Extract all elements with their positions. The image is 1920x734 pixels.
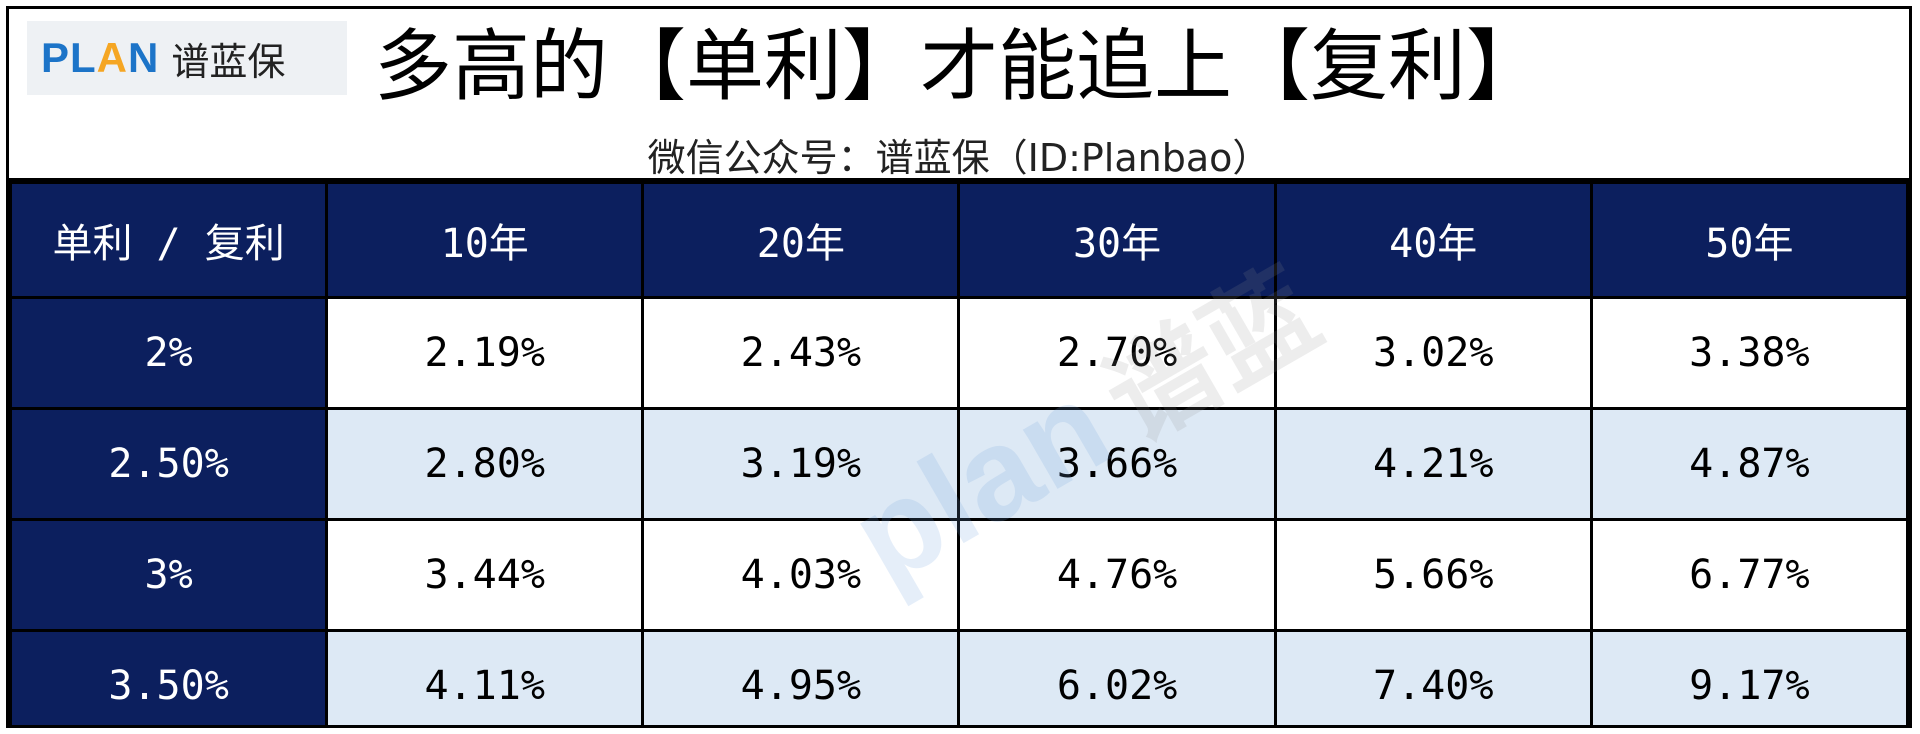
- page-subtitle: 微信公众号：谱蓝保（ID:Planbao）: [647, 136, 1271, 180]
- table-row: 2% 2.19% 2.43% 2.70% 3.02% 3.38%: [9, 296, 1909, 410]
- logo-wordmark: PLAN: [41, 34, 160, 81]
- table-cell: 2.80%: [325, 407, 645, 521]
- header: PLAN 谱蓝保 多高的【单利】才能追上【复利】 微信公众号：谱蓝保（ID:Pl…: [9, 9, 1909, 181]
- table-cell: 7.40%: [1273, 629, 1593, 725]
- table-cell: 2.19%: [325, 296, 645, 410]
- column-header: 20年: [641, 181, 961, 299]
- column-header: 30年: [957, 181, 1277, 299]
- table-cell: 4.21%: [1273, 407, 1593, 521]
- table-cell: 6.77%: [1589, 518, 1909, 632]
- table-header-row: 单利 / 复利 10年 20年 30年 40年 50年: [9, 181, 1909, 299]
- table-cell: 4.95%: [641, 629, 961, 725]
- logo-chinese-name: 谱蓝保: [171, 39, 286, 84]
- row-header: 3%: [9, 518, 329, 632]
- table-cell: 4.03%: [641, 518, 961, 632]
- table-cell: 4.11%: [325, 629, 645, 725]
- table-cell: 2.70%: [957, 296, 1277, 410]
- page-title: 多高的【单利】才能追上【复利】: [373, 22, 1544, 112]
- table-row: 2.50% 2.80% 3.19% 3.66% 4.21% 4.87%: [9, 407, 1909, 521]
- row-header: 2.50%: [9, 407, 329, 521]
- table-cell: 3.44%: [325, 518, 645, 632]
- infographic-frame: PLAN 谱蓝保 多高的【单利】才能追上【复利】 微信公众号：谱蓝保（ID:Pl…: [6, 6, 1912, 728]
- table-cell: 3.02%: [1273, 296, 1593, 410]
- table-cell: 3.38%: [1589, 296, 1909, 410]
- table-cell: 4.87%: [1589, 407, 1909, 521]
- table-cell: 6.02%: [957, 629, 1277, 725]
- column-header: 10年: [325, 181, 645, 299]
- table-cell: 3.66%: [957, 407, 1277, 521]
- table-cell: 2.43%: [641, 296, 961, 410]
- table-cell: 3.19%: [641, 407, 961, 521]
- corner-header: 单利 / 复利: [9, 181, 329, 299]
- row-header: 3.50%: [9, 629, 329, 725]
- table-row: 3.50% 4.11% 4.95% 6.02% 7.40% 9.17%: [9, 629, 1909, 725]
- row-header: 2%: [9, 296, 329, 410]
- interest-comparison-table: 单利 / 复利 10年 20年 30年 40年 50年 2% 2.19% 2.43% 2.70…: [9, 181, 1909, 725]
- table-cell: 5.66%: [1273, 518, 1593, 632]
- table-body: 2% 2.19% 2.43% 2.70% 3.02% 3.38% 2.50% 2.80% 3.1…: [9, 296, 1909, 725]
- table-row: 3% 3.44% 4.03% 4.76% 5.66% 6.77%: [9, 518, 1909, 632]
- column-header: 40年: [1273, 181, 1593, 299]
- table-cell: 4.76%: [957, 518, 1277, 632]
- brand-logo: PLAN 谱蓝保: [27, 21, 347, 95]
- table-cell: 9.17%: [1589, 629, 1909, 725]
- column-header: 50年: [1589, 181, 1909, 299]
